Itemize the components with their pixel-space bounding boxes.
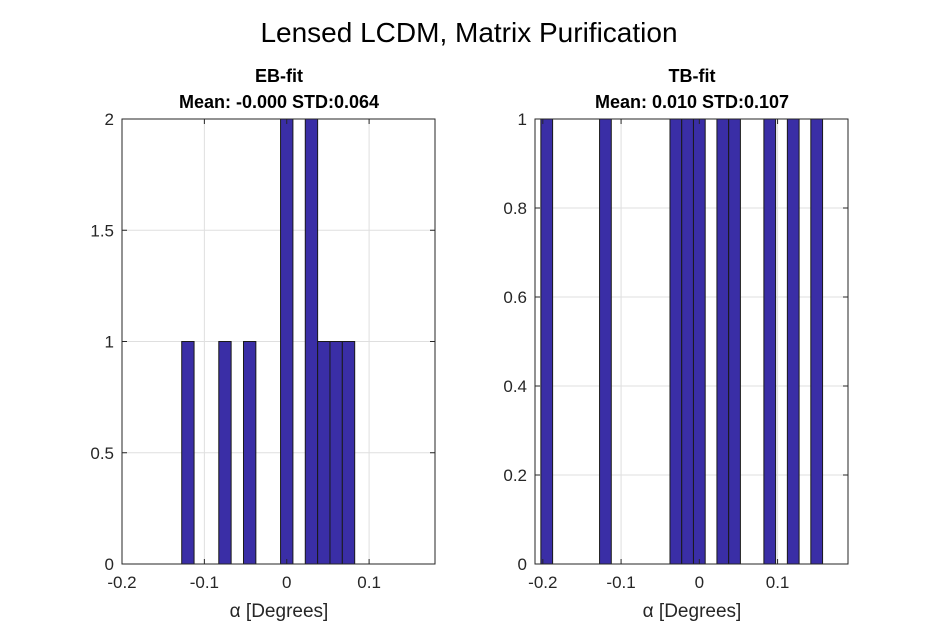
tb-fit-ytick-label: 1 — [518, 110, 527, 129]
eb-fit-histogram: EB-fit Mean: -0.000 STD:0.064 α [Degrees… — [90, 66, 436, 622]
eb-fit-ytick-label: 1.5 — [90, 221, 114, 240]
tb-fit-xtick-label: 0.1 — [766, 573, 790, 592]
tb-fit-bar — [786, 118, 800, 565]
eb-fit-ytick-label: 0 — [105, 555, 114, 574]
tb-fit-bar — [692, 118, 706, 565]
tb-fit-xtick-label: -0.2 — [528, 573, 557, 592]
eb-fit-bars — [181, 118, 356, 565]
tb-fit-xlabel: α [Degrees] — [643, 601, 742, 622]
tb-fit-histogram: TB-fit Mean: 0.010 STD:0.107 α [Degrees]… — [503, 66, 849, 622]
eb-fit-bar — [341, 341, 356, 565]
tb-fit-bar — [669, 118, 683, 565]
tb-fit-bar — [728, 118, 741, 565]
tb-fit-bars — [540, 118, 824, 565]
eb-fit-ytick-label: 1 — [105, 333, 114, 352]
eb-fit-xtick-label: -0.1 — [190, 573, 219, 592]
eb-fit-bar — [304, 118, 319, 565]
eb-fit-xlabel: α [Degrees] — [230, 601, 329, 622]
figure-title: Lensed LCDM, Matrix Purification — [260, 17, 677, 48]
eb-fit-ytick-label: 0.5 — [90, 444, 114, 463]
eb-fit-grid — [121, 118, 435, 565]
tb-fit-stats: Mean: 0.010 STD:0.107 — [595, 92, 789, 112]
tb-fit-ytick-label: 0.8 — [503, 199, 527, 218]
eb-fit-bar — [329, 341, 343, 565]
eb-fit-bar — [280, 118, 294, 565]
eb-fit-stats: Mean: -0.000 STD:0.064 — [179, 92, 379, 112]
tb-fit-bar — [763, 118, 777, 565]
tb-fit-bar — [716, 118, 730, 565]
tb-fit-xtick-label: -0.1 — [606, 573, 635, 592]
tb-fit-bar — [681, 118, 694, 565]
tb-fit-title: TB-fit — [669, 66, 716, 86]
tb-fit-ytick-label: 0.2 — [503, 466, 527, 485]
eb-fit-ytick-label: 2 — [105, 110, 114, 129]
tb-fit-bar — [599, 118, 612, 565]
tb-fit-ytick-label: 0 — [518, 555, 527, 574]
eb-fit-xtick-label: 0 — [282, 573, 291, 592]
eb-fit-bar — [218, 341, 232, 565]
tb-fit-ytick-label: 0.4 — [503, 377, 527, 396]
eb-fit-xtick-label: -0.2 — [107, 573, 136, 592]
eb-fit-bar — [181, 341, 195, 565]
tb-fit-xtick-label: 0 — [695, 573, 704, 592]
tb-fit-axes — [534, 118, 849, 565]
eb-fit-bar — [242, 341, 257, 565]
tb-fit-bar — [810, 118, 824, 565]
eb-fit-bar — [317, 341, 331, 565]
tb-fit-ytick-label: 0.6 — [503, 288, 527, 307]
tb-fit-bar — [540, 118, 554, 565]
eb-fit-title: EB-fit — [255, 66, 303, 86]
eb-fit-xtick-label: 0.1 — [357, 573, 381, 592]
